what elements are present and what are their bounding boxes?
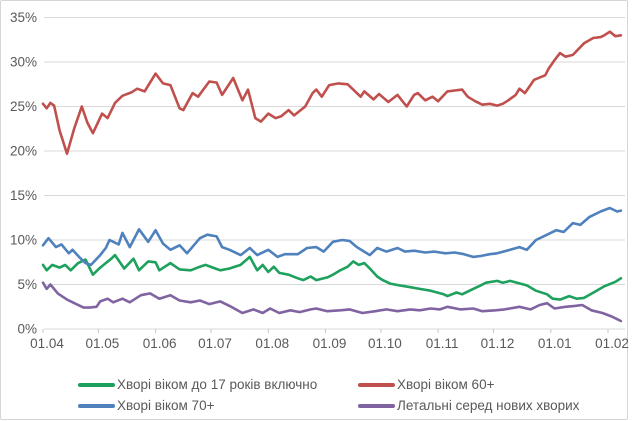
series-line-0 [41, 253, 623, 301]
chart-frame [0, 0, 628, 420]
y-tick-label: 0% [17, 322, 37, 337]
y-tick-label: 5% [17, 277, 37, 292]
x-tick-label: 01.10 [368, 336, 402, 351]
y-tick-label: 20% [10, 144, 37, 159]
x-tick-label: 01.04 [30, 336, 64, 351]
x-tick-label: 01.12 [481, 336, 515, 351]
y-tick-label: 15% [10, 188, 37, 203]
y-tick-label: 30% [10, 55, 37, 70]
series-line-2 [41, 206, 623, 267]
x-tick-label: 01.06 [143, 336, 177, 351]
series-line-1 [41, 30, 623, 155]
y-tick-label: 10% [10, 233, 37, 248]
x-tick-label: 01.07 [198, 336, 232, 351]
x-tick-label: 01.11 [426, 336, 459, 351]
x-tick-label: 01.08 [255, 336, 289, 351]
x-tick-label: 01.09 [313, 336, 347, 351]
x-tick-label: 01.05 [86, 336, 120, 351]
x-tick-label: 01.01 [538, 336, 572, 351]
x-tick-label: 01.02 [595, 336, 629, 351]
series-line-3 [41, 281, 623, 323]
y-tick-label: 35% [10, 10, 37, 25]
y-tick-label: 25% [10, 99, 37, 114]
